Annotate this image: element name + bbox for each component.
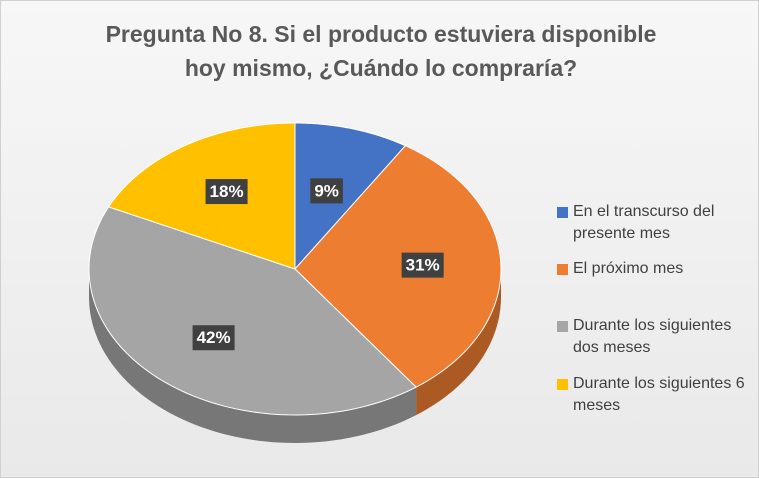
slice	[88, 206, 417, 416]
data-label-box	[310, 178, 343, 204]
legend-swatch	[557, 207, 568, 218]
slice	[107, 122, 296, 270]
data-label-box	[205, 179, 248, 205]
slice-side	[416, 269, 501, 416]
legend-item: En el transcurso del presente mes	[557, 201, 757, 245]
data-label: 31%	[406, 256, 440, 275]
legend-label: Durante los siguientes dos meses	[573, 317, 732, 356]
legend-label: En el transcurso del presente mes	[573, 203, 715, 242]
legend-label: El próximo mes	[573, 260, 684, 277]
legend-swatch	[557, 321, 568, 332]
legend-label: Durante los siguientes 6 meses	[573, 375, 745, 414]
slice	[294, 122, 407, 271]
data-label: 9%	[314, 181, 339, 200]
chart-title: Pregunta No 8. Si el producto estuviera …	[105, 21, 657, 81]
data-label: 18%	[210, 182, 244, 201]
data-label: 42%	[197, 328, 231, 347]
legend-item: El próximo mes	[557, 258, 757, 280]
data-label-box	[192, 325, 235, 351]
data-label-box	[401, 252, 444, 278]
legend-swatch	[557, 264, 568, 275]
legend-swatch	[557, 379, 568, 390]
legend-item: Durante los siguientes dos meses	[557, 315, 757, 359]
slice-side	[89, 269, 417, 443]
legend-item: Durante los siguientes 6 meses	[557, 373, 757, 417]
slice	[294, 145, 502, 388]
